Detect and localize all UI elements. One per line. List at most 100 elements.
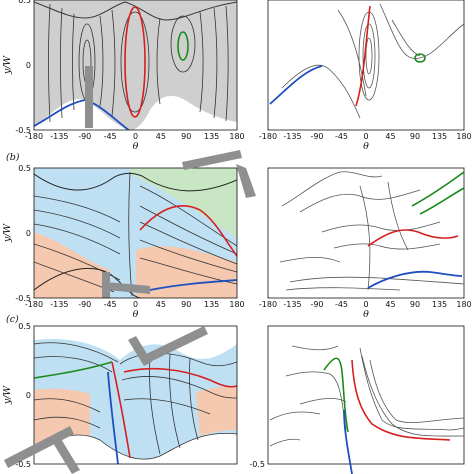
c-left-ylabel: y/W xyxy=(2,385,13,406)
a-right-xtick-1: -135 xyxy=(283,132,301,141)
a-right-axes: -180 -135 -90 -45 0 45 90 135 180 θ xyxy=(259,132,472,152)
a-left-xtick-8: 180 xyxy=(229,132,244,141)
b-left-salmon-region-2 xyxy=(136,246,237,298)
b-right-xtick-3: -45 xyxy=(335,300,348,309)
panel-c-right: -0.5 xyxy=(249,325,465,474)
c-left-gray-bar-bottom xyxy=(4,426,80,474)
a-right-xtick-8: 180 xyxy=(456,132,471,141)
a-right-frame xyxy=(267,0,465,131)
b-right-xtick-2: -90 xyxy=(310,300,323,309)
a-right-xlabel: θ xyxy=(363,141,369,152)
b-right-xtick-0: -180 xyxy=(259,300,277,309)
b-left-gray-bar-top xyxy=(182,150,242,170)
a-left-green-orbit xyxy=(177,31,189,61)
b-right-xtick-8: 180 xyxy=(456,300,471,309)
a-right-blue-path xyxy=(269,65,323,105)
c-left-ytick-2: -0.5 xyxy=(15,460,31,469)
a-left-xtick-1: -135 xyxy=(50,132,68,141)
a-right-xtick-2: -90 xyxy=(310,132,323,141)
a-left-ytick-2: -0.5 xyxy=(15,126,31,135)
b-right-axes: -180 -135 -90 -45 0 45 90 135 180 θ xyxy=(259,300,472,320)
a-right-green-loop xyxy=(414,53,426,63)
a-left-gray-bar xyxy=(85,66,93,128)
b-left-xtick-8: 180 xyxy=(229,300,244,309)
b-left-ylabel: y/W xyxy=(2,223,13,244)
b-left-xtick-5: 45 xyxy=(156,300,166,309)
c-left-frame xyxy=(33,325,238,465)
c-right-red-path xyxy=(351,359,451,441)
c-left-salmon-region-2 xyxy=(196,386,237,436)
b-left-xtick-7: 135 xyxy=(204,300,219,309)
b-left-ytick-1: 0 xyxy=(26,229,31,238)
b-left-frame xyxy=(33,167,238,299)
a-left-xtick-7: 135 xyxy=(204,132,219,141)
c-left-blue-curve xyxy=(107,371,119,464)
a-left-xtick-6: 90 xyxy=(181,132,191,141)
b-right-xtick-4: 0 xyxy=(363,300,368,309)
c-left-red-curve-2 xyxy=(123,367,237,388)
a-right-xtick-0: -180 xyxy=(259,132,277,141)
b-right-trajectories xyxy=(279,171,465,291)
panel-label-c: (c) xyxy=(6,314,19,325)
panel-b-right: -180 -135 -90 -45 0 45 90 135 180 θ xyxy=(259,167,472,320)
c-right-green-path xyxy=(323,357,349,433)
c-right-axes: -0.5 xyxy=(249,460,265,469)
a-right-xtick-7: 135 xyxy=(432,132,447,141)
b-left-streamlines xyxy=(34,171,237,297)
c-right-frame xyxy=(267,325,465,465)
b-left-xtick-1: -135 xyxy=(50,300,68,309)
b-left-red-curve xyxy=(139,205,237,257)
a-left-xtick-5: 45 xyxy=(156,132,166,141)
b-left-salmon-region xyxy=(34,232,110,298)
a-left-xtick-4: 0 xyxy=(133,132,138,141)
b-left-xtick-2: -90 xyxy=(78,300,91,309)
c-left-ytick-1: 0 xyxy=(26,391,31,400)
c-left-gray-bar-top xyxy=(128,326,208,366)
b-left-gray-bar-right xyxy=(236,164,256,198)
a-left-xtick-2: -90 xyxy=(78,132,91,141)
b-right-blue-path xyxy=(367,270,463,289)
b-left-xtick-3: -45 xyxy=(104,300,117,309)
a-left-xlabel: θ xyxy=(133,141,139,152)
c-left-streamlines xyxy=(34,342,237,460)
b-right-xtick-5: 45 xyxy=(385,300,395,309)
b-left-green-region xyxy=(130,168,237,238)
c-left-axes: 0.5 0 -0.5 y/W xyxy=(2,322,31,469)
c-right-ytick-0: -0.5 xyxy=(249,460,265,469)
b-right-xtick-7: 135 xyxy=(432,300,447,309)
a-left-xtick-3: -45 xyxy=(104,132,117,141)
b-right-xlabel: θ xyxy=(363,309,369,320)
b-right-green-path xyxy=(411,171,465,207)
a-right-red-path xyxy=(355,5,371,107)
a-right-trajectories xyxy=(281,3,465,119)
b-left-top-boundary xyxy=(34,172,237,192)
b-right-xtick-1: -135 xyxy=(283,300,301,309)
b-left-blue-curve xyxy=(149,279,237,291)
b-left-xtick-4: 0 xyxy=(133,300,138,309)
b-left-axes: -180 -135 -90 -45 0 45 90 135 180 0.5 0 -0.5 θ y/W xyxy=(2,164,245,320)
c-left-green-curve xyxy=(34,361,113,379)
c-left-ytick-0: 0.5 xyxy=(18,322,31,331)
panel-a-right: -180 -135 -90 -45 0 45 90 135 180 θ xyxy=(259,0,472,152)
b-left-ytick-0: 0.5 xyxy=(18,164,31,173)
b-right-green-path-2 xyxy=(419,187,465,215)
b-right-red-path xyxy=(367,229,459,247)
panel-b-left: -180 -135 -90 -45 0 45 90 135 180 0.5 0 -0.5 θ y/W xyxy=(2,150,256,320)
a-right-xtick-5: 45 xyxy=(385,132,395,141)
b-left-xlabel: θ xyxy=(133,309,139,320)
a-left-ytick-1: 0 xyxy=(26,61,31,70)
a-left-red-orbit xyxy=(124,6,146,118)
a-left-ylabel: y/W xyxy=(2,55,13,76)
a-left-xtick-0: -180 xyxy=(25,132,43,141)
panel-a-left: -180 -135 -90 -45 0 45 90 135 180 0.5 0 -0.5 θ y/W xyxy=(2,0,245,152)
panel-label-b: (b) xyxy=(6,152,20,163)
b-left-xtick-0: -180 xyxy=(25,300,43,309)
c-left-white-bottom xyxy=(34,433,237,464)
b-left-ytick-2: -0.5 xyxy=(15,294,31,303)
a-right-xtick-3: -45 xyxy=(335,132,348,141)
a-left-gray-region xyxy=(34,0,237,130)
a-left-frame xyxy=(33,0,238,131)
a-right-xtick-4: 0 xyxy=(363,132,368,141)
b-right-frame xyxy=(267,167,465,299)
